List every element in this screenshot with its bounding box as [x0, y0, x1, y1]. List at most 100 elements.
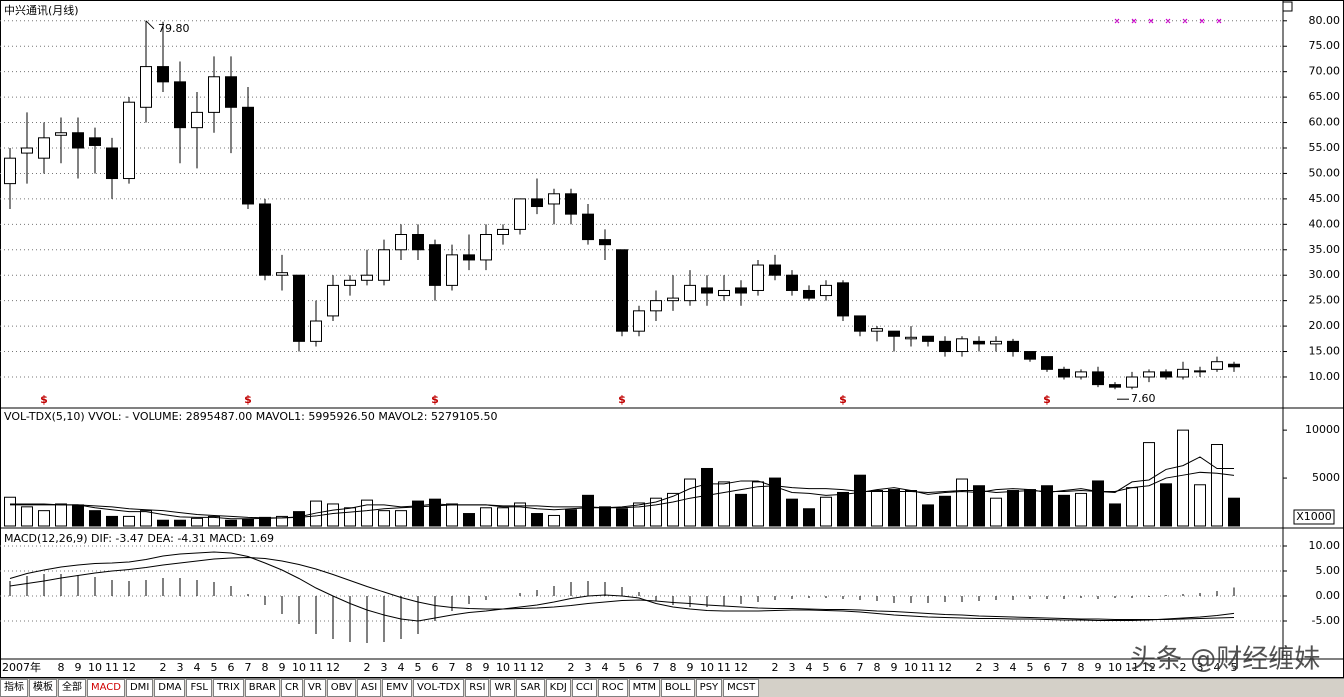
unit-box: [1293, 509, 1335, 525]
restore-icon[interactable]: [1282, 1, 1293, 12]
x-tick-label: 11: [717, 661, 731, 674]
candle-body: [990, 340, 1002, 345]
candle-body: [225, 76, 237, 108]
volume-bar: [548, 514, 560, 527]
y-tick-label: 15.00: [1309, 345, 1341, 358]
x-tick-label: 4: [194, 661, 201, 674]
x-tick-label: 10: [88, 661, 102, 674]
candle-body: [395, 234, 407, 251]
candle-body: [718, 289, 730, 297]
volume-bar: [276, 515, 288, 527]
dividend-mark: $: [40, 393, 48, 406]
tab[interactable]: OBV: [326, 679, 356, 697]
x-tick-label: 8: [1078, 661, 1085, 674]
tab[interactable]: MACD: [87, 679, 125, 697]
volume-title: VOL-TDX(5,10) VVOL: - VOLUME: 2895487.00…: [4, 410, 497, 423]
x-tick-label: 9: [1095, 661, 1102, 674]
tab[interactable]: ROC: [597, 679, 628, 697]
candle-body: [565, 193, 577, 215]
candle-body: [106, 147, 118, 180]
tab[interactable]: MTM: [628, 679, 660, 697]
line-dif: [9, 551, 1235, 622]
candle-body: [582, 213, 594, 241]
volume-bar: [871, 490, 883, 527]
tab[interactable]: BRAR: [244, 679, 280, 697]
x-tick-label: 9: [279, 661, 286, 674]
candle-body: [1041, 356, 1053, 370]
high-annotation: 79.80: [158, 22, 190, 35]
dividend-mark: $: [244, 393, 252, 406]
tab[interactable]: VR: [303, 679, 326, 697]
candle-body: [310, 320, 322, 342]
candle-body: [1092, 371, 1104, 386]
volume-bar: [939, 495, 951, 527]
tab[interactable]: VOL-TDX: [412, 679, 465, 697]
candle-body: [463, 254, 475, 261]
macd-title: MACD(12,26,9) DIF: -3.47 DEA: -4.31 MACD…: [4, 532, 274, 545]
tab[interactable]: WR: [490, 679, 516, 697]
candle-body: [548, 193, 560, 205]
y-tick-label: 0.00: [1316, 589, 1341, 602]
high-pointer: [145, 20, 155, 30]
candle-body: [21, 147, 33, 154]
candle-body: [531, 198, 543, 208]
candle-body: [259, 203, 271, 276]
x-tick-label: 6: [840, 661, 847, 674]
candle-body: [939, 340, 951, 353]
volume-bar: [208, 515, 220, 527]
candle-body: [1058, 368, 1070, 378]
candle-body: [973, 340, 985, 345]
y-tick-label: 50.00: [1309, 166, 1341, 179]
chart-title: 中兴通讯(月线): [4, 3, 79, 17]
tab[interactable]: CCI: [571, 679, 597, 697]
x-tick-label: 2: [1180, 661, 1187, 674]
volume-bar: [1024, 489, 1036, 527]
candle-body: [1211, 361, 1223, 370]
volume-bar: [174, 519, 186, 527]
volume-bar: [820, 496, 832, 527]
volume-bar: [888, 489, 900, 527]
x-tick-label: 12: [530, 661, 544, 674]
tab[interactable]: BOLL: [660, 679, 695, 697]
volume-bar: [225, 519, 237, 527]
volume-bar: [1228, 497, 1240, 527]
candle-body: [242, 106, 254, 205]
tab[interactable]: DMA: [154, 679, 186, 697]
x-tick-label: 2: [976, 661, 983, 674]
x-tick-label: 11: [1125, 661, 1139, 674]
volume-bar: [684, 478, 696, 527]
volume-bar: [497, 507, 509, 527]
tab[interactable]: PSY: [695, 679, 723, 697]
tab[interactable]: MCST: [723, 679, 760, 697]
volume-bar: [463, 513, 475, 527]
x-tick-label: 5: [211, 661, 218, 674]
candle-body: [208, 76, 220, 113]
tab[interactable]: FSL: [186, 679, 212, 697]
tab[interactable]: 全部: [58, 679, 86, 697]
volume-bar: [1177, 429, 1189, 527]
candle-body: [871, 328, 883, 332]
tab[interactable]: EMV: [382, 679, 412, 697]
candle-body: [276, 272, 288, 276]
x-tick-label: 12: [734, 661, 748, 674]
tab[interactable]: ASI: [357, 679, 382, 697]
tab[interactable]: KDJ: [545, 679, 571, 697]
candle-body: [701, 287, 713, 294]
candle-body: [922, 335, 934, 342]
dividend-mark: $: [839, 393, 847, 406]
tab[interactable]: TRIX: [212, 679, 244, 697]
x-tick-label: 3: [177, 661, 184, 674]
volume-bar: [412, 500, 424, 527]
watermark: 头条 @财经缠妹: [1130, 645, 1320, 675]
tab[interactable]: DMI: [125, 679, 154, 697]
x-tick-label: 8: [670, 661, 677, 674]
candle-body: [1109, 384, 1121, 388]
x-tick-label: 4: [1214, 661, 1221, 674]
tab[interactable]: RSI: [465, 679, 490, 697]
x-tick-label: 10: [1108, 661, 1122, 674]
tab[interactable]: 模板: [29, 679, 57, 697]
tab[interactable]: 指标: [0, 679, 28, 697]
volume-bar: [55, 503, 67, 527]
tab[interactable]: SAR: [516, 679, 545, 697]
tab[interactable]: CR: [281, 679, 303, 697]
